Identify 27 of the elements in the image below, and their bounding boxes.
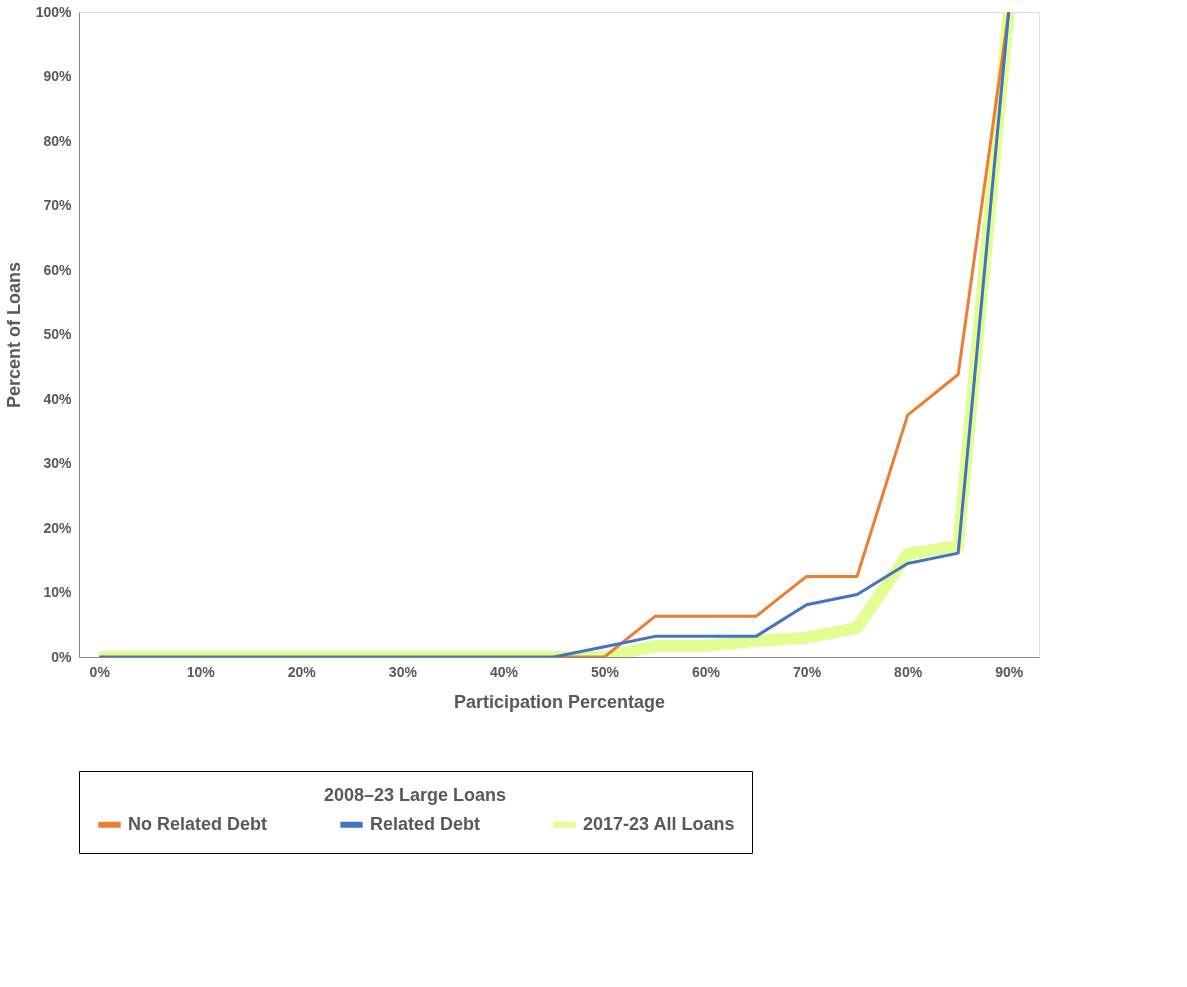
y-tick-label: 20% xyxy=(43,519,73,536)
x-tick-label: 40% xyxy=(489,663,519,680)
y-tick-label: 100% xyxy=(35,3,73,20)
x-tick-label: 0% xyxy=(89,663,111,680)
y-tick-label: 0% xyxy=(51,648,73,665)
y-tick-label: 10% xyxy=(43,584,73,600)
legend-label: Related Debt xyxy=(370,813,481,834)
x-tick-label: 50% xyxy=(590,663,620,680)
y-tick-label: 50% xyxy=(43,326,73,342)
x-tick-label: 60% xyxy=(692,663,721,680)
x-tick-label: 20% xyxy=(287,663,317,680)
legend-label: 2017-23 All Loans xyxy=(583,813,735,834)
x-tick-label: 80% xyxy=(894,663,923,680)
y-tick-label: 40% xyxy=(43,390,73,407)
x-tick-label: 30% xyxy=(388,663,418,680)
x-tick-label: 10% xyxy=(186,663,216,680)
y-tick-label: 70% xyxy=(43,197,73,213)
x-tick-label: 70% xyxy=(793,663,822,680)
y-tick-label: 30% xyxy=(43,455,73,471)
y-axis-title: Percent of Loans xyxy=(3,261,24,409)
y-tick-label: 60% xyxy=(43,261,73,278)
x-axis-title: Participation Percentage xyxy=(453,691,666,712)
y-tick-label: 80% xyxy=(43,132,73,149)
y-tick-label: 90% xyxy=(43,68,73,84)
legend-label: No Related Debt xyxy=(128,813,268,834)
x-tick-label: 90% xyxy=(995,663,1024,680)
legend-title: 2008–23 Large Loans xyxy=(323,785,507,805)
